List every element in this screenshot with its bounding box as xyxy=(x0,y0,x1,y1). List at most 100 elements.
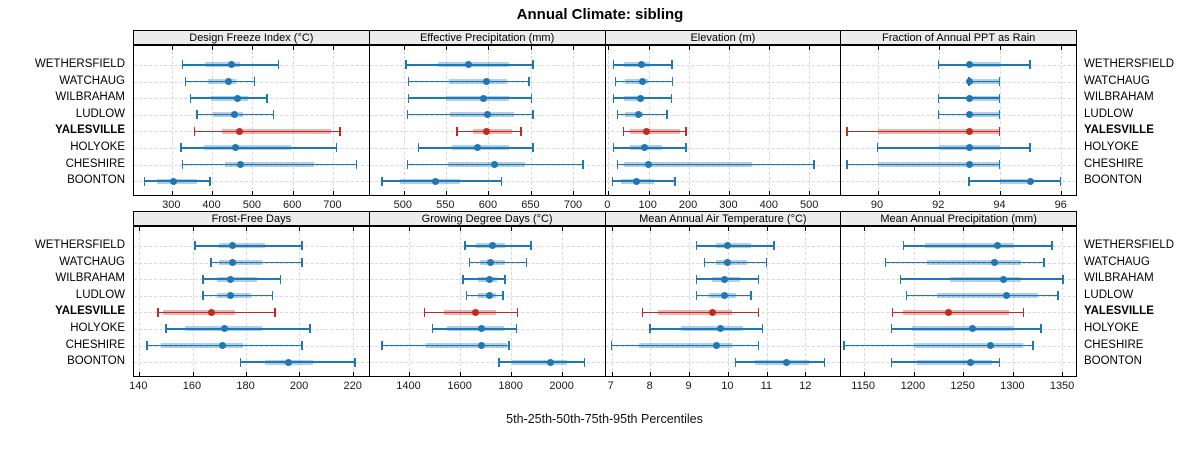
median-dot xyxy=(231,111,239,119)
range-cap xyxy=(209,176,211,186)
range-cap xyxy=(515,324,518,334)
range-cap xyxy=(532,110,534,120)
gridline-vertical xyxy=(805,227,807,376)
axis-tick xyxy=(766,372,768,376)
median-dot xyxy=(720,292,728,300)
station-label-right-cheshire: CHESHIRE xyxy=(1084,157,1144,170)
range-cap xyxy=(761,324,764,334)
gridline-horizontal xyxy=(605,147,841,149)
range-line xyxy=(499,361,585,363)
median-dot xyxy=(231,144,239,152)
x-tick-label: 1250 xyxy=(950,380,975,392)
range-line xyxy=(211,261,303,264)
axis-tick xyxy=(409,372,411,376)
gridline-vertical xyxy=(530,46,532,195)
panel-header-fraction-of-annual-ppt-as-rain: Fraction of Annual PPT as Rain xyxy=(840,30,1077,45)
range-line xyxy=(613,147,687,149)
range-cap xyxy=(1032,341,1034,350)
range-line xyxy=(240,361,356,363)
x-tick-label: 500 xyxy=(393,199,412,211)
axis-tick xyxy=(246,227,248,231)
median-dot xyxy=(236,161,244,168)
range-cap xyxy=(890,324,893,334)
median-dot xyxy=(969,325,977,333)
gridline-horizontal xyxy=(605,81,841,83)
range-cap xyxy=(649,324,651,334)
axis-tick xyxy=(689,227,691,231)
range-cap xyxy=(405,60,407,70)
range-line xyxy=(938,64,1031,66)
panel-plot-elevation-m xyxy=(604,45,842,196)
range-line xyxy=(203,294,273,297)
range-cap xyxy=(309,324,311,334)
axis-tick xyxy=(573,191,575,195)
axis-tick xyxy=(573,46,575,50)
axis-tick xyxy=(352,227,354,231)
range-line xyxy=(185,80,255,83)
range-line xyxy=(696,245,775,247)
median-dot xyxy=(966,358,974,366)
range-cap xyxy=(582,160,584,169)
range-cap xyxy=(998,160,1001,169)
range-cap xyxy=(355,160,358,169)
median-dot xyxy=(639,78,647,85)
x-tick-label: 400 xyxy=(759,199,778,211)
gridline-vertical xyxy=(488,46,490,195)
range-cap xyxy=(184,77,187,86)
range-cap xyxy=(695,291,698,301)
range-line xyxy=(408,80,530,83)
range-line xyxy=(144,180,211,182)
median-dot xyxy=(487,259,495,266)
axis-tick xyxy=(608,46,610,50)
panel-header-mean-annual-air-temperature-c: Mean Annual Air Temperature (°C) xyxy=(604,211,842,226)
median-dot xyxy=(965,127,973,135)
range-cap xyxy=(504,274,506,284)
range-line xyxy=(382,180,502,182)
axis-tick xyxy=(769,46,771,50)
range-cap xyxy=(612,143,615,153)
median-dot xyxy=(486,292,494,300)
range-cap xyxy=(674,176,676,186)
gridline-vertical xyxy=(1062,227,1064,376)
range-line xyxy=(611,344,759,347)
range-cap xyxy=(465,291,468,301)
gridline-vertical xyxy=(728,46,730,195)
gridline-vertical xyxy=(688,46,690,195)
axis-tick xyxy=(139,227,141,231)
station-label-right-ludlow: LUDLOW xyxy=(1084,288,1134,301)
range-line xyxy=(617,113,667,116)
median-dot xyxy=(944,308,952,316)
range-line xyxy=(424,311,518,314)
range-cap xyxy=(180,143,182,153)
gridline-vertical xyxy=(172,46,174,195)
axis-tick xyxy=(809,46,811,50)
station-label-right-holyoke: HOLYOKE xyxy=(1084,140,1139,153)
axis-tick xyxy=(352,372,354,376)
range-cap xyxy=(612,60,615,70)
range-cap xyxy=(671,77,674,86)
range-cap xyxy=(641,307,644,317)
median-dot xyxy=(465,61,473,69)
range-cap xyxy=(165,324,167,334)
axis-tick xyxy=(332,191,334,195)
station-label-right-cheshire: CHESHIRE xyxy=(1084,338,1144,351)
range-cap xyxy=(1029,60,1031,70)
median-dot xyxy=(226,275,234,283)
range-cap xyxy=(157,307,159,317)
range-cap xyxy=(202,274,204,284)
range-cap xyxy=(902,241,905,251)
range-cap xyxy=(279,274,282,284)
median-dot xyxy=(229,259,237,266)
station-label-left-ludlow: LUDLOW xyxy=(75,107,125,120)
x-tick-label: 1800 xyxy=(498,380,523,392)
range-cap xyxy=(406,110,409,120)
x-tick-label: 500 xyxy=(242,199,262,211)
station-label-right-boonton: BOONTON xyxy=(1084,174,1142,187)
station-label-right-watchaug: WATCHAUG xyxy=(1084,74,1150,87)
median-dot xyxy=(546,358,554,366)
x-tick-label: 10 xyxy=(721,380,734,392)
range-line xyxy=(465,245,532,247)
axis-tick xyxy=(728,191,730,195)
gridline-vertical xyxy=(938,46,940,195)
range-cap xyxy=(884,258,887,267)
